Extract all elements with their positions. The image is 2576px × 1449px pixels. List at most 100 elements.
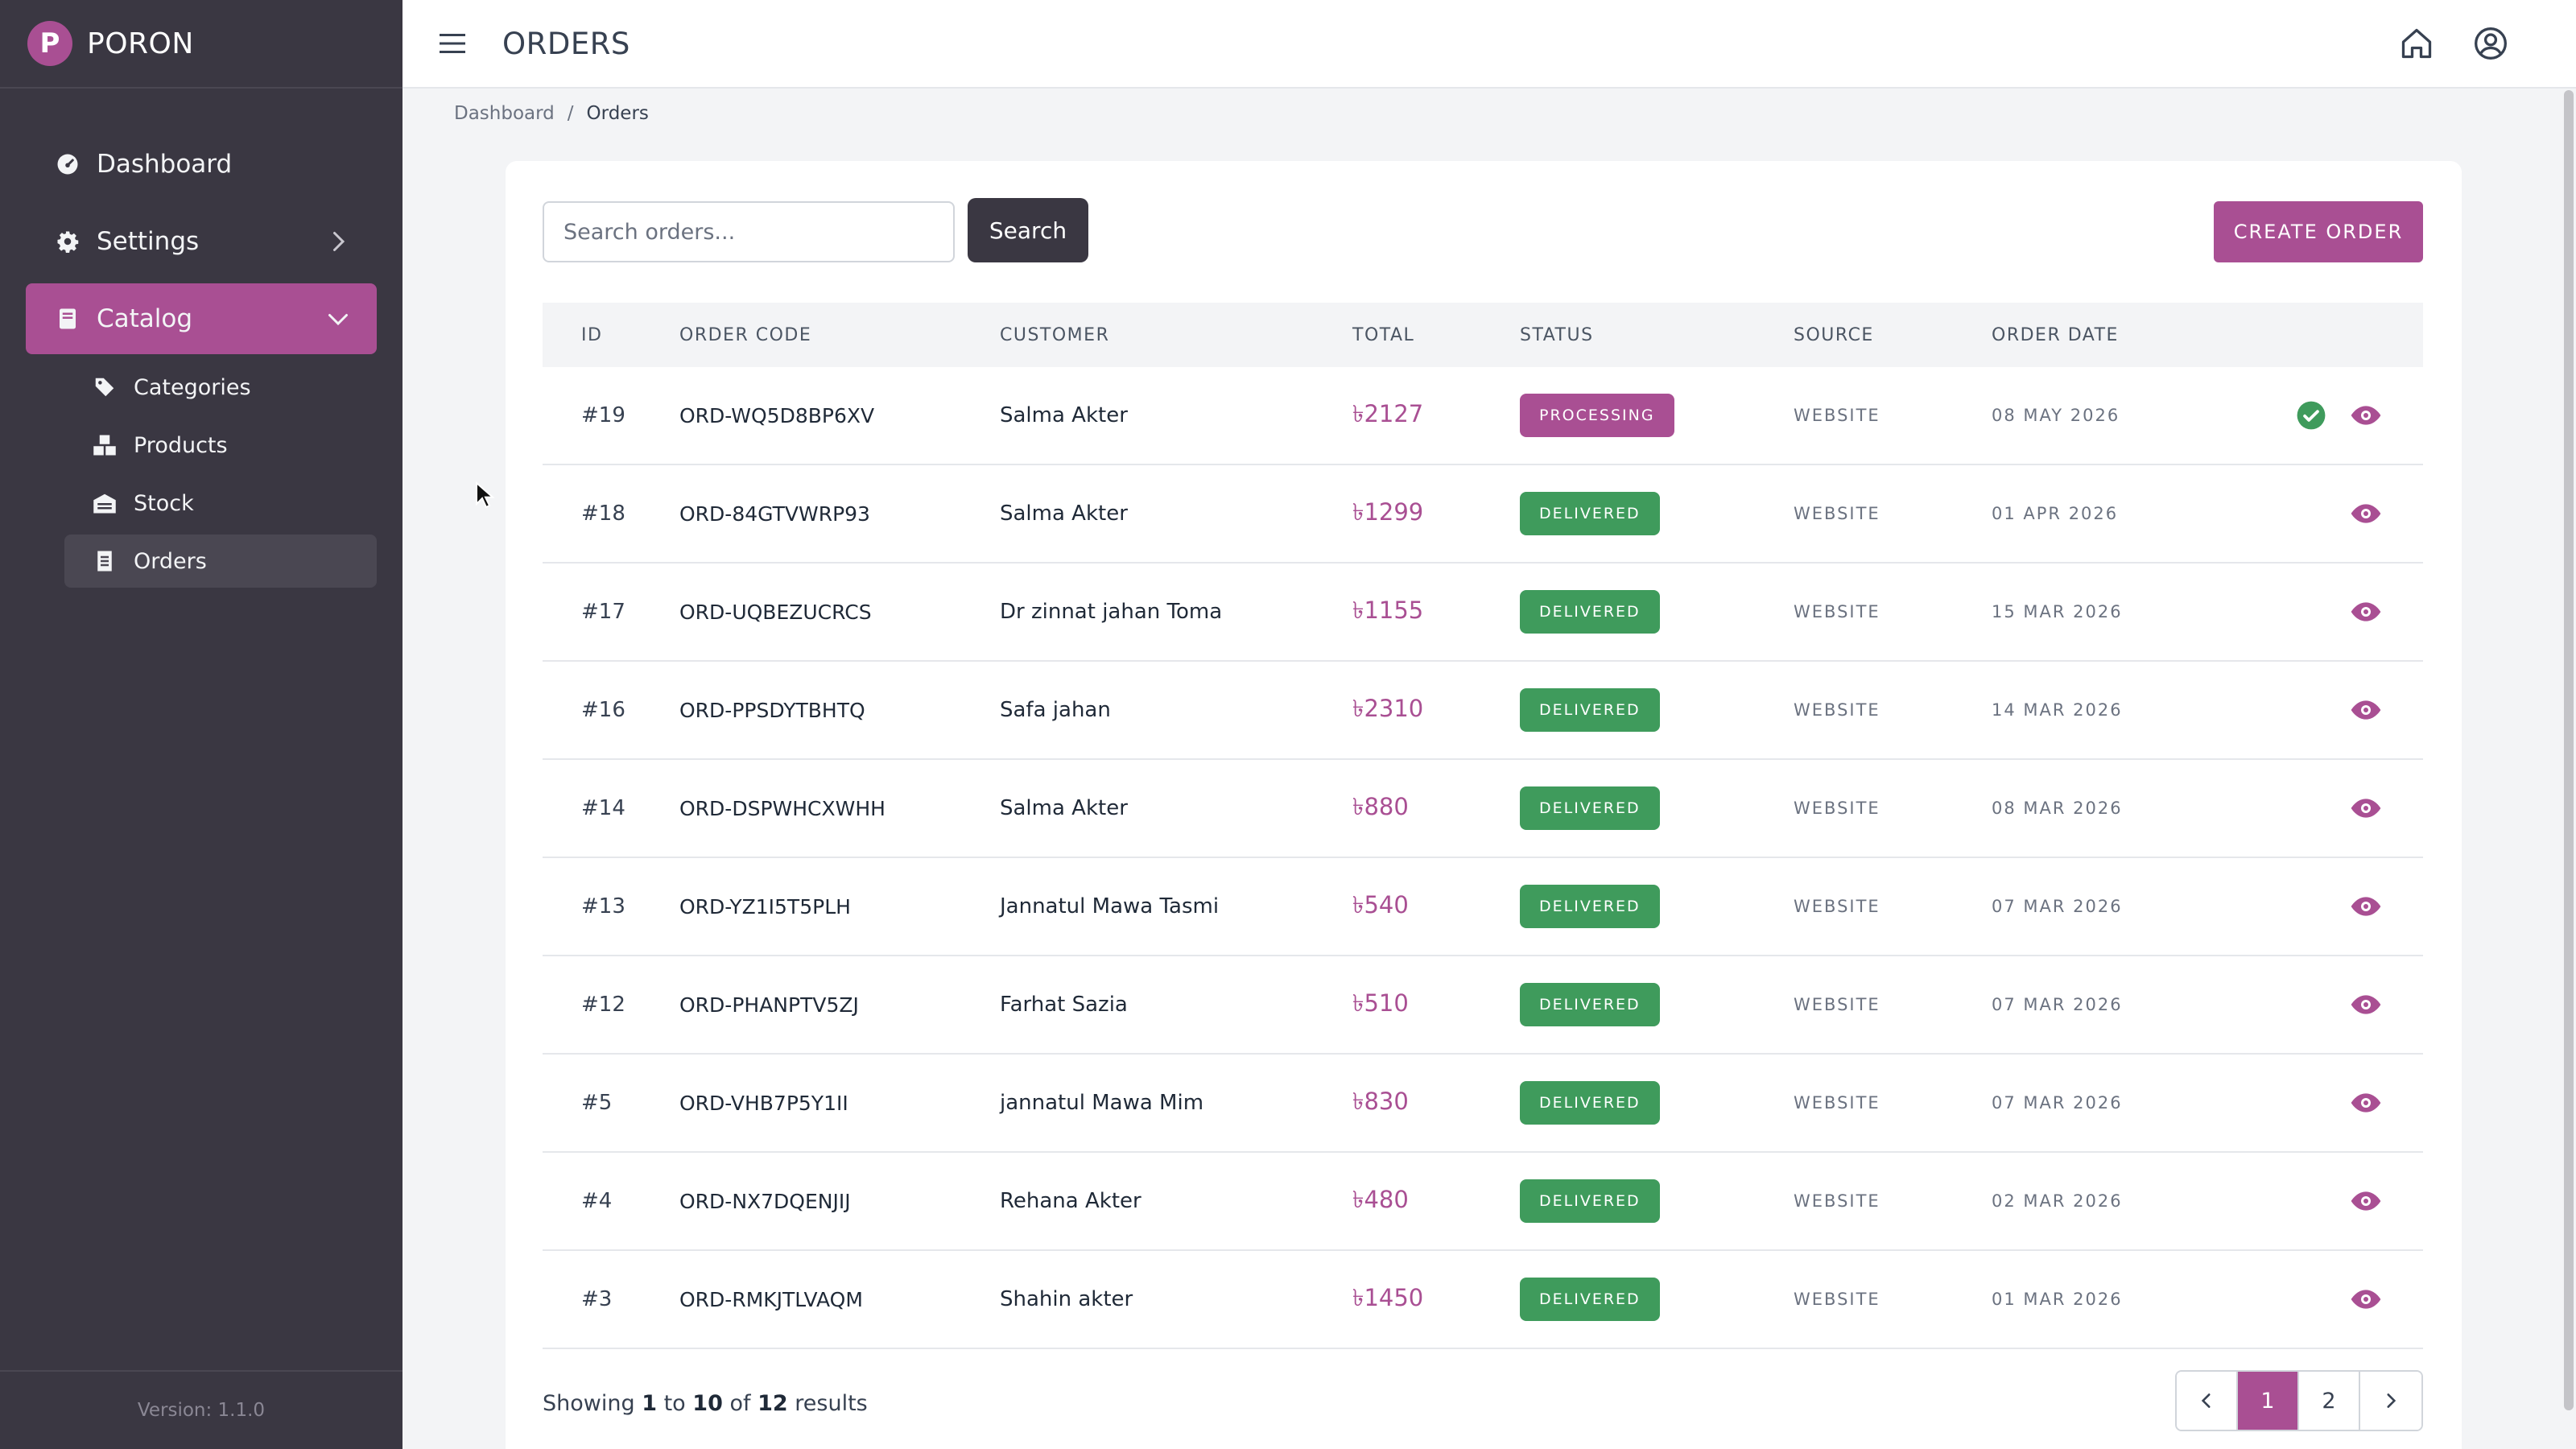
column-header[interactable]: ORDER DATE bbox=[1992, 324, 2119, 345]
order-total: ৳880 bbox=[1352, 792, 1409, 820]
sidebar-item-catalog[interactable]: Catalog bbox=[26, 283, 377, 354]
version-label: Version: 1.1.0 bbox=[0, 1370, 402, 1449]
table-row[interactable]: #13 ORD-YZ1I5T5PLH Jannatul Mawa Tasmi ৳540… bbox=[543, 858, 2423, 956]
order-date: 07 MAR 2026 bbox=[1992, 897, 2123, 916]
home-icon[interactable] bbox=[2396, 23, 2438, 64]
status-badge: DELIVERED bbox=[1520, 688, 1660, 732]
table-row[interactable]: #16 ORD-PPSDYTBHTQ Safa jahan ৳2310 DELIVERE… bbox=[543, 662, 2423, 760]
order-source: WEBSITE bbox=[1794, 700, 1880, 720]
view-eye-icon[interactable] bbox=[2347, 1183, 2384, 1220]
search-button[interactable]: Search bbox=[968, 198, 1088, 262]
status-cell: DELIVERED bbox=[1520, 1179, 1794, 1223]
order-id: #17 bbox=[581, 600, 625, 624]
view-eye-icon[interactable] bbox=[2347, 691, 2384, 729]
pagination-page-1[interactable]: 1 bbox=[2238, 1372, 2299, 1430]
table-row[interactable]: #5 ORD-VHB7P5Y1II jannatul Mawa Mim ৳830 DEL… bbox=[543, 1055, 2423, 1153]
view-eye-icon[interactable] bbox=[2347, 790, 2384, 827]
status-cell: DELIVERED bbox=[1520, 786, 1794, 830]
topbar: ORDERS bbox=[402, 0, 2576, 89]
column-header[interactable]: STATUS bbox=[1520, 324, 1594, 345]
order-source: WEBSITE bbox=[1794, 799, 1880, 818]
gear-icon bbox=[55, 229, 80, 254]
results-from: 1 bbox=[642, 1391, 657, 1416]
column-header[interactable]: TOTAL bbox=[1352, 324, 1415, 345]
breadcrumb-link-dashboard[interactable]: Dashboard bbox=[454, 103, 555, 124]
search-input[interactable] bbox=[543, 201, 955, 262]
brand-logo: P bbox=[27, 21, 72, 66]
pagination: 1 2 bbox=[2175, 1370, 2423, 1431]
scrollbar[interactable] bbox=[2562, 89, 2576, 1449]
results-text: of bbox=[729, 1391, 751, 1416]
table-row[interactable]: #18 ORD-84GTVWRP93 Salma Akter ৳1299 DELIVER… bbox=[543, 465, 2423, 564]
status-badge: DELIVERED bbox=[1520, 1278, 1660, 1321]
order-total: ৳830 bbox=[1352, 1087, 1409, 1115]
sidebar-sub-label: Products bbox=[134, 432, 228, 458]
order-code: ORD-WQ5D8BP6XV bbox=[679, 403, 875, 427]
view-eye-icon[interactable] bbox=[2347, 1281, 2384, 1318]
table-row[interactable]: #17 ORD-UQBEZUCRCS Dr zinnat jahan Toma ৳11… bbox=[543, 564, 2423, 662]
sidebar-item-stock[interactable]: Stock bbox=[64, 477, 377, 530]
sidebar-item-label: Dashboard bbox=[97, 150, 233, 179]
column-header[interactable]: SOURCE bbox=[1794, 324, 1874, 345]
mark-delivered-check-icon[interactable] bbox=[2293, 397, 2330, 434]
view-eye-icon[interactable] bbox=[2347, 986, 2384, 1023]
row-actions bbox=[2262, 1084, 2423, 1121]
row-actions bbox=[2262, 593, 2423, 630]
order-source: WEBSITE bbox=[1794, 406, 1880, 425]
pagination-prev-button[interactable] bbox=[2177, 1372, 2238, 1430]
column-header[interactable]: ID bbox=[581, 324, 603, 345]
order-code: ORD-RMKJTLVAQM bbox=[679, 1287, 863, 1311]
menu-icon[interactable] bbox=[435, 26, 470, 61]
sidebar-item-products[interactable]: Products bbox=[64, 419, 377, 472]
order-id: #12 bbox=[581, 993, 625, 1017]
order-id: #13 bbox=[581, 894, 625, 919]
orders-table: ID ORDER CODE CUSTOMER TOTAL STATUS SOUR… bbox=[543, 303, 2423, 1349]
view-eye-icon[interactable] bbox=[2347, 1084, 2384, 1121]
table-row[interactable]: #3 ORD-RMKJTLVAQM Shahin akter ৳1450 DELIVER… bbox=[543, 1251, 2423, 1349]
order-code: ORD-DSPWHCXWHH bbox=[679, 796, 886, 820]
view-eye-icon[interactable] bbox=[2347, 495, 2384, 532]
sidebar-item-dashboard[interactable]: Dashboard bbox=[26, 129, 377, 200]
table-row[interactable]: #14 ORD-DSPWHCXWHH Salma Akter ৳880 DELIVERE… bbox=[543, 760, 2423, 858]
customer-name: jannatul Mawa Mim bbox=[1000, 1091, 1204, 1115]
customer-name: Rehana Akter bbox=[1000, 1189, 1141, 1213]
status-cell: DELIVERED bbox=[1520, 1081, 1794, 1125]
chevron-right-icon bbox=[2387, 1393, 2396, 1408]
table-row[interactable]: #12 ORD-PHANPTV5ZJ Farhat Sazia ৳510 DELIVER… bbox=[543, 956, 2423, 1055]
sidebar-item-label: Catalog bbox=[97, 304, 193, 333]
table-body: #19 ORD-WQ5D8BP6XV Salma Akter ৳2127 PROCESS… bbox=[543, 367, 2423, 1349]
customer-name: Salma Akter bbox=[1000, 796, 1128, 820]
view-eye-icon[interactable] bbox=[2347, 593, 2384, 630]
status-badge: PROCESSING bbox=[1520, 394, 1674, 437]
view-eye-icon[interactable] bbox=[2347, 397, 2384, 434]
pagination-next-button[interactable] bbox=[2360, 1372, 2421, 1430]
view-eye-icon[interactable] bbox=[2347, 888, 2384, 925]
order-total: ৳1450 bbox=[1352, 1283, 1424, 1311]
user-account-icon[interactable] bbox=[2470, 23, 2512, 64]
status-badge: DELIVERED bbox=[1520, 492, 1660, 535]
order-total: ৳2310 bbox=[1352, 694, 1424, 722]
column-header[interactable]: ORDER CODE bbox=[679, 324, 812, 345]
create-order-button[interactable]: CREATE ORDER bbox=[2214, 201, 2423, 262]
order-date: 14 MAR 2026 bbox=[1992, 700, 2123, 720]
scrollbar-thumb[interactable] bbox=[2564, 90, 2574, 1410]
table-row[interactable]: #4 ORD-NX7DQENJIJ Rehana Akter ৳480 DELIVERE… bbox=[543, 1153, 2423, 1251]
breadcrumb-current: Orders bbox=[586, 103, 649, 124]
order-id: #16 bbox=[581, 698, 625, 722]
order-source: WEBSITE bbox=[1794, 897, 1880, 916]
brand[interactable]: P PORON bbox=[0, 0, 402, 89]
column-header[interactable]: CUSTOMER bbox=[1000, 324, 1110, 345]
sidebar-item-orders[interactable]: Orders bbox=[64, 535, 377, 588]
status-cell: DELIVERED bbox=[1520, 885, 1794, 928]
warehouse-icon bbox=[92, 490, 118, 516]
pagination-page-2[interactable]: 2 bbox=[2299, 1372, 2360, 1430]
customer-name: Shahin akter bbox=[1000, 1287, 1133, 1311]
results-text: to bbox=[663, 1391, 686, 1416]
order-total: ৳1155 bbox=[1352, 596, 1424, 624]
sidebar-item-settings[interactable]: Settings bbox=[26, 206, 377, 277]
sidebar-item-categories[interactable]: Categories bbox=[64, 361, 377, 414]
table-row[interactable]: #19 ORD-WQ5D8BP6XV Salma Akter ৳2127 PROCESS… bbox=[543, 367, 2423, 465]
results-to: 10 bbox=[692, 1391, 723, 1416]
order-id: #5 bbox=[581, 1091, 613, 1115]
status-cell: DELIVERED bbox=[1520, 688, 1794, 732]
